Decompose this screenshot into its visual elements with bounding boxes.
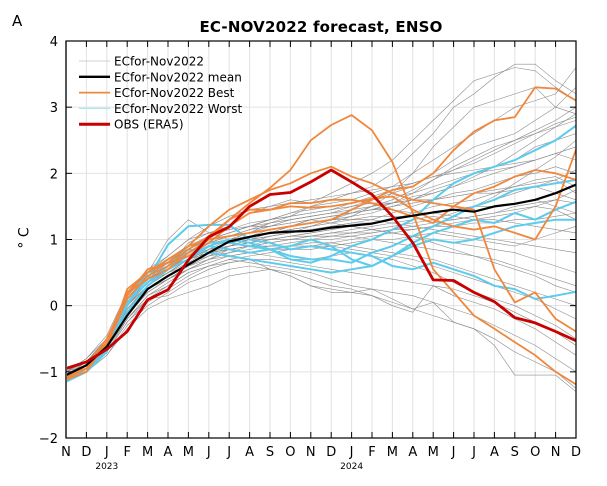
x-tick-label: D xyxy=(326,445,336,460)
x-tick-label: D xyxy=(571,445,581,460)
worst-members-layer xyxy=(65,124,577,383)
x-tick-label: J xyxy=(349,445,354,460)
x-tick-label: N xyxy=(551,445,561,460)
best-member-line xyxy=(65,149,577,376)
best-member-line xyxy=(65,165,577,381)
x-tick-label: J xyxy=(451,445,456,460)
legend-item: ECfor-Nov2022 mean xyxy=(79,70,242,84)
x-tick-label: A xyxy=(164,445,173,460)
obs-era5-line xyxy=(65,168,577,370)
chart-title: EC-NOV2022 forecast, ENSO xyxy=(199,18,443,36)
x-tick-label: D xyxy=(81,445,91,460)
x-tick-label: J xyxy=(104,445,109,460)
x-tick-label: M xyxy=(183,445,194,460)
obs-layer xyxy=(65,168,577,370)
x-tick-label: S xyxy=(266,445,274,460)
x-tick-label: S xyxy=(511,445,519,460)
x-tick-label: N xyxy=(61,445,71,460)
best-member-line xyxy=(65,169,577,380)
x-tick-label: A xyxy=(490,445,499,460)
x-tick-label: F xyxy=(123,445,130,460)
x-tick-label: A xyxy=(245,445,254,460)
legend-label: ECfor-Nov2022 mean xyxy=(114,70,242,84)
ensemble-mean-line xyxy=(65,183,577,377)
x-tick-label: J xyxy=(226,445,231,460)
legend-item: ECfor-Nov2022 Best xyxy=(79,86,235,100)
best-member-line xyxy=(65,114,577,386)
mean-layer xyxy=(65,183,577,377)
x-tick-label: M xyxy=(387,445,398,460)
worst-member-line xyxy=(65,124,577,381)
worst-member-line xyxy=(65,200,577,377)
legend-label: OBS (ERA5) xyxy=(114,118,184,132)
ensemble-member-line xyxy=(65,116,577,373)
x-tick-label: N xyxy=(306,445,316,460)
y-tick-label: −1 xyxy=(39,366,58,381)
ensemble-member-line xyxy=(65,259,577,376)
x-year-label: 2023 xyxy=(95,462,118,472)
y-tick-label: 3 xyxy=(50,101,58,116)
ensemble-member-line xyxy=(65,120,577,379)
ensemble-member-line xyxy=(65,226,577,379)
ensemble-member-line xyxy=(65,249,577,376)
y-tick-label: 0 xyxy=(50,300,58,315)
best-members-layer xyxy=(65,86,577,386)
x-tick-label: O xyxy=(530,445,540,460)
x-tick-label: A xyxy=(408,445,417,460)
x-tick-label: J xyxy=(206,445,211,460)
legend-item: OBS (ERA5) xyxy=(79,118,184,132)
worst-member-line xyxy=(65,178,577,383)
x-tick-label: F xyxy=(368,445,375,460)
ensemble-member-line xyxy=(65,259,577,392)
best-member-line xyxy=(65,86,577,378)
ensemble-member-line xyxy=(65,245,577,379)
x-tick-label: J xyxy=(471,445,476,460)
legend-item: ECfor-Nov2022 Worst xyxy=(79,102,242,116)
ensemble-member-line xyxy=(65,269,577,389)
x-year-label: 2024 xyxy=(340,462,363,472)
y-tick-label: 1 xyxy=(50,234,58,249)
legend-label: ECfor-Nov2022 Best xyxy=(114,86,235,100)
x-tick-label: O xyxy=(285,445,295,460)
y-tick-label: 2 xyxy=(50,167,58,182)
panel-letter: A xyxy=(12,12,23,30)
legend-label: ECfor-Nov2022 Worst xyxy=(114,102,242,116)
x-tick-label: M xyxy=(142,445,153,460)
x-tick-label: M xyxy=(428,445,439,460)
y-tick-label: 4 xyxy=(50,35,58,50)
legend-label: ECfor-Nov2022 xyxy=(114,55,204,69)
legend-item: ECfor-Nov2022 xyxy=(79,55,204,69)
y-tick-label: −2 xyxy=(39,432,58,447)
